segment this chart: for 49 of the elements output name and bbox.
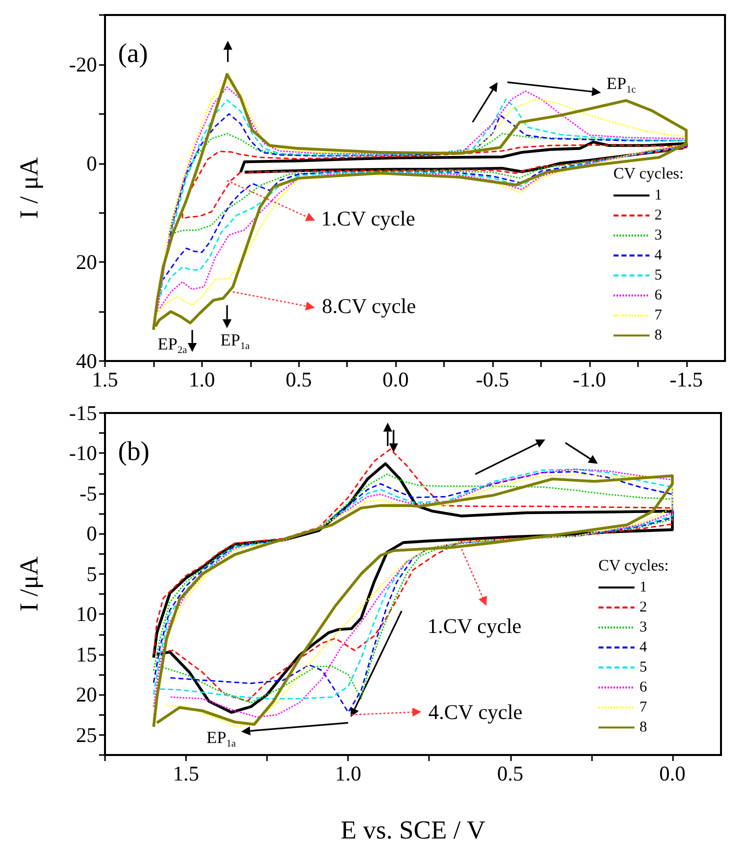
annotation: 1.CV cycle — [427, 614, 522, 638]
y-axis-title: I /μA — [14, 556, 44, 612]
y-tick-label: -10 — [69, 441, 97, 466]
y-tick-label: 20 — [76, 250, 97, 274]
y-axis-title: I / μA — [14, 156, 44, 219]
y-tick-label: 20 — [76, 682, 97, 707]
legend-label: 4 — [654, 248, 662, 264]
legend-label: 7 — [654, 308, 662, 324]
annotation: (a) — [118, 38, 148, 68]
legend-title: CV cycles: — [613, 166, 684, 182]
legend-label: 1 — [654, 188, 662, 204]
x-tick-label: -1.0 — [572, 368, 606, 392]
annotation: 8.CV cycle — [322, 294, 416, 318]
annotation: 4.CV cycle — [428, 700, 522, 724]
y-tick-label: 0 — [86, 522, 97, 546]
legend-label: 2 — [654, 208, 662, 224]
y-tick-label: -15 — [69, 401, 97, 425]
legend-label: 6 — [654, 288, 662, 304]
legend-title: CV cycles: — [598, 558, 669, 574]
annotation: (b) — [118, 436, 150, 466]
y-tick-label: 5 — [86, 562, 97, 586]
legend-label: 3 — [640, 620, 647, 636]
x-tick-label: -1.5 — [670, 368, 703, 392]
legend-label: 5 — [654, 268, 662, 284]
x-tick-label: 0.5 — [497, 762, 524, 786]
y-tick-label: -5 — [80, 481, 97, 506]
legend-label: 8 — [654, 328, 662, 344]
x-axis-title: E vs. SCE / V — [340, 816, 486, 844]
x-tick-label: 1.5 — [172, 762, 200, 786]
legend-label: 4 — [640, 640, 648, 656]
y-tick-label: 25 — [76, 722, 97, 747]
x-tick-label: 0.5 — [286, 368, 312, 392]
annotation: 1.CV cycle — [321, 206, 416, 231]
y-tick-label: 10 — [76, 602, 97, 626]
legend-label: 1 — [640, 580, 647, 596]
y-tick-label: 15 — [76, 642, 97, 666]
y-tick-label: -20 — [69, 52, 97, 76]
legend-label: 6 — [640, 680, 648, 696]
y-tick-label: 0 — [86, 151, 97, 176]
x-tick-label: 1.0 — [188, 368, 215, 392]
x-tick-label: 1.0 — [335, 762, 362, 786]
legend-label: 8 — [640, 720, 647, 736]
legend-label: 3 — [654, 228, 662, 244]
legend-label: 7 — [640, 700, 648, 716]
x-tick-label: -0.5 — [476, 368, 510, 392]
legend-label: 2 — [640, 600, 647, 616]
x-tick-label: 0.0 — [659, 762, 686, 786]
x-tick-label: 0.0 — [382, 368, 409, 392]
legend-label: 5 — [640, 660, 647, 676]
